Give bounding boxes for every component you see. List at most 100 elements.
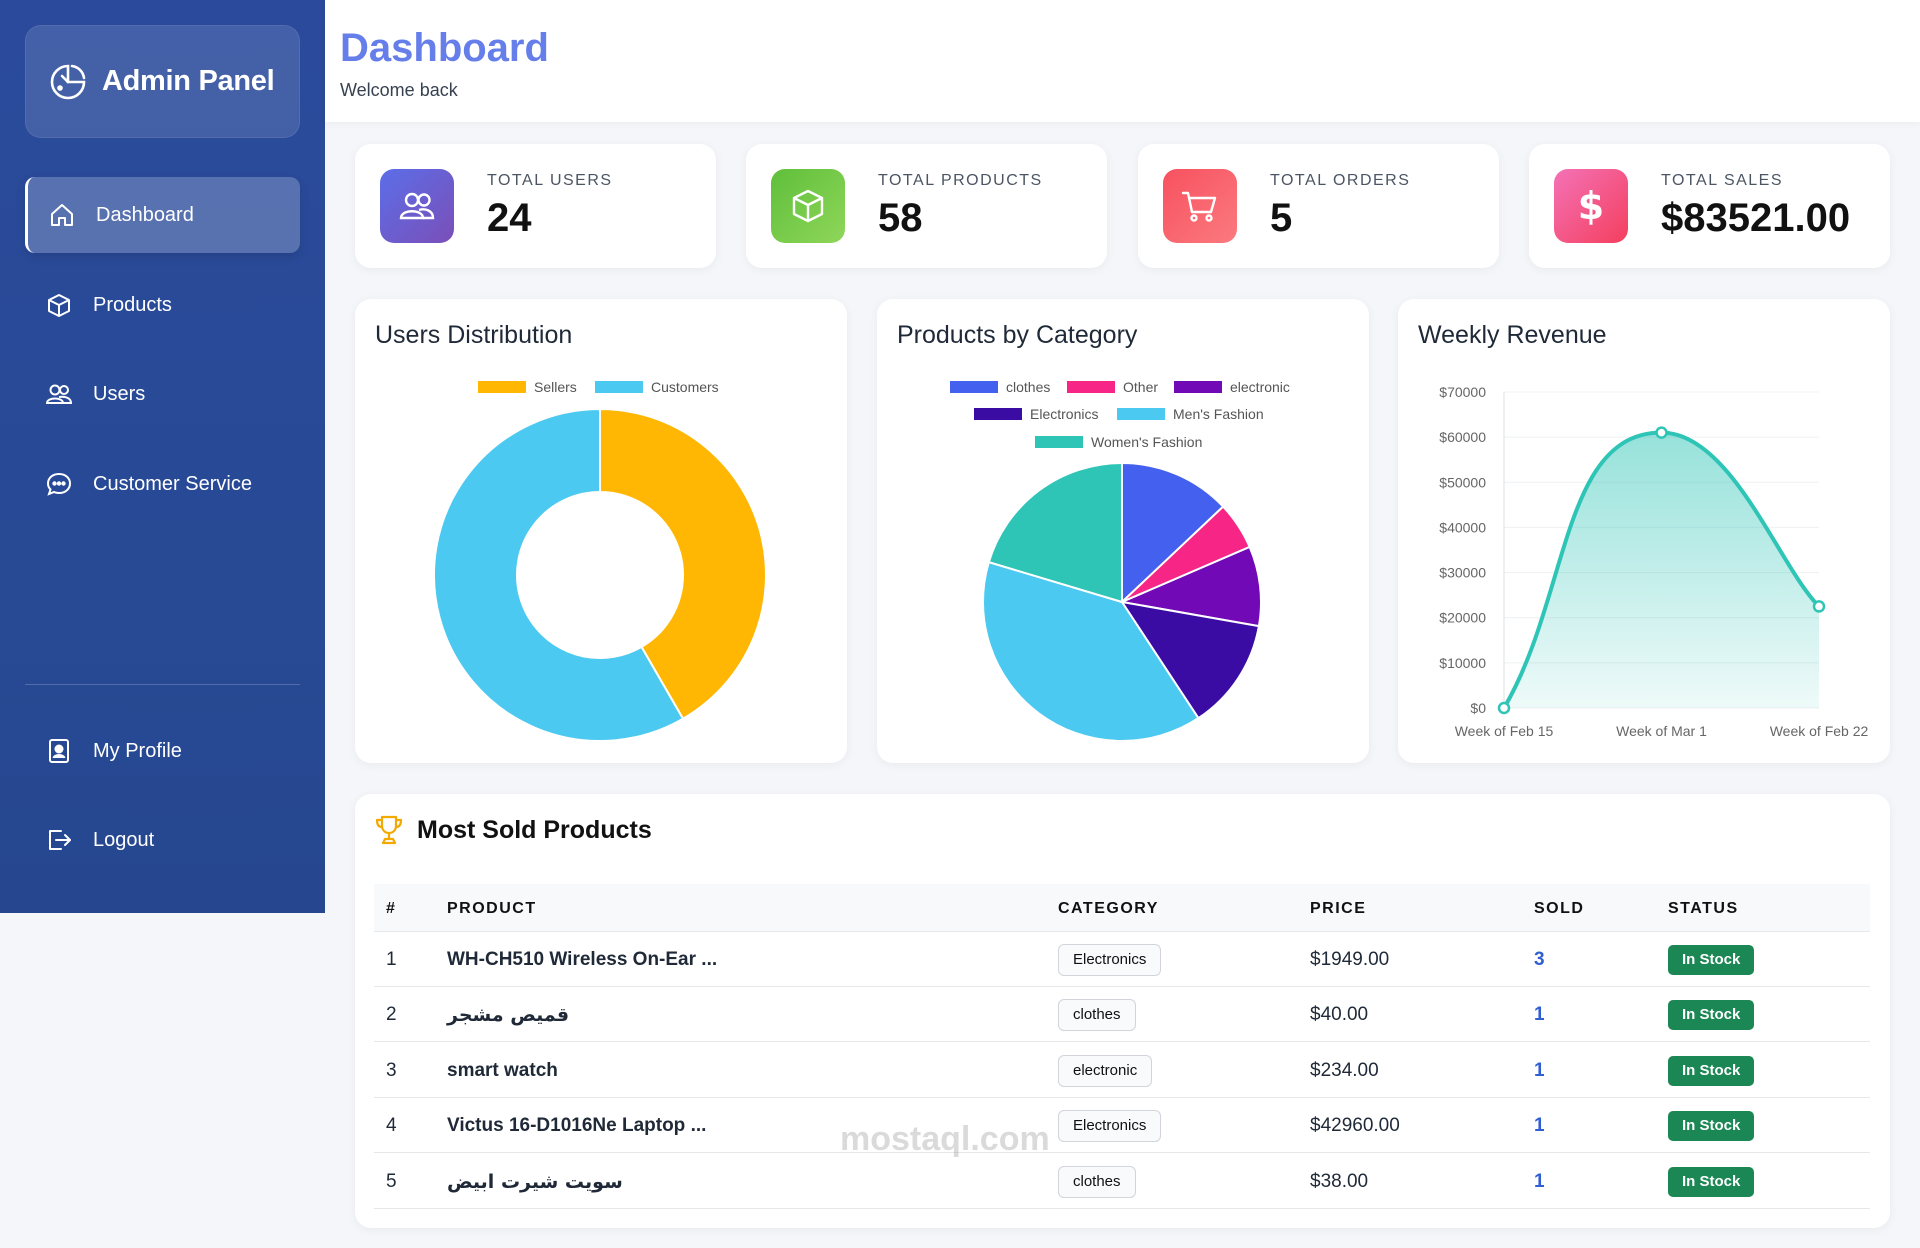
stat-label: TOTAL ORDERS xyxy=(1270,172,1411,189)
stat-label: TOTAL USERS xyxy=(487,172,613,189)
y-tick-label: $20000 xyxy=(1439,610,1486,626)
revenue-point[interactable] xyxy=(1655,426,1668,439)
pie-slice-clothes[interactable] xyxy=(1121,461,1225,605)
chart-title: Weekly Revenue xyxy=(1418,321,1607,349)
pie-slice-sellers[interactable] xyxy=(599,407,767,721)
legend-label: clothes xyxy=(1006,379,1051,395)
sidebar-divider xyxy=(25,684,300,685)
legend-item[interactable]: Customers xyxy=(595,379,719,395)
legend-swatch xyxy=(478,381,526,393)
pie-slice-electronics[interactable] xyxy=(1119,600,1261,720)
product-name: WH-CH510 Wireless On-Ear ... xyxy=(447,949,718,970)
revenue-point[interactable] xyxy=(1497,701,1511,715)
column-header-price[interactable]: PRICE xyxy=(1310,900,1367,917)
legend-label: Women's Fashion xyxy=(1091,434,1203,450)
chart-card-users-distribution: Users Distribution Sellers Customers xyxy=(355,299,847,763)
sidebar-item-customer-service[interactable]: Customer Service xyxy=(25,446,300,522)
revenue-point[interactable] xyxy=(1812,600,1826,613)
legend-swatch xyxy=(1117,408,1165,420)
stat-value: 24 xyxy=(487,196,532,240)
table-title: Most Sold Products xyxy=(417,816,652,844)
pie-slice-electronic[interactable] xyxy=(1118,545,1262,628)
table-row[interactable]: 3 smart watch electronic $234.00 1 In St… xyxy=(374,1043,1870,1098)
table-row[interactable]: 4 Victus 16-D1016Ne Laptop ... Electroni… xyxy=(374,1098,1870,1153)
pie-slice-men-s-fashion[interactable] xyxy=(982,560,1200,742)
category-badge: clothes xyxy=(1058,1166,1136,1198)
price: $42960.00 xyxy=(1310,1115,1400,1136)
price: $234.00 xyxy=(1310,1060,1379,1081)
chart-card-products-by-category: Products by Category clothes Other elect… xyxy=(877,299,1369,763)
price: $1949.00 xyxy=(1310,949,1390,970)
sidebar: Admin Panel Dashboard Products Users Cus… xyxy=(0,0,325,913)
chart-title: Products by Category xyxy=(897,321,1138,349)
column-header-sold[interactable]: SOLD xyxy=(1534,900,1585,917)
category-badge: clothes xyxy=(1058,999,1136,1031)
product-name: smart watch xyxy=(447,1060,558,1081)
category-badge: Electronics xyxy=(1058,1110,1162,1142)
gauge-icon xyxy=(50,64,86,99)
sidebar-item-dashboard[interactable]: Dashboard xyxy=(25,177,300,253)
legend-item[interactable]: Other xyxy=(1067,379,1158,395)
legend-item[interactable]: Men's Fashion xyxy=(1117,406,1264,422)
box-icon xyxy=(48,294,70,317)
column-header-status[interactable]: STATUS xyxy=(1668,900,1739,917)
revenue-line xyxy=(1502,430,1821,710)
sold-count: 1 xyxy=(1534,1115,1545,1136)
page-title: Dashboard xyxy=(340,26,549,70)
legend-label: Other xyxy=(1123,379,1159,395)
row-number: 5 xyxy=(386,1171,397,1192)
sidebar-item-products[interactable]: Products xyxy=(25,267,300,343)
column-header-category[interactable]: CATEGORY xyxy=(1058,900,1159,917)
most-sold-products-card: Most Sold Products # PRODUCT CATEGORY PR… xyxy=(355,794,1890,1228)
legend-item[interactable]: clothes xyxy=(950,379,1050,395)
legend-swatch xyxy=(595,381,643,393)
stat-card-products: TOTAL PRODUCTS 58 xyxy=(746,144,1107,268)
stat-icon-users xyxy=(380,169,454,243)
status-badge: In Stock xyxy=(1668,1167,1755,1197)
sold-count: 3 xyxy=(1534,949,1545,970)
row-number: 4 xyxy=(386,1115,397,1136)
legend-swatch xyxy=(950,381,998,393)
profile-icon xyxy=(49,739,69,763)
table-row[interactable]: 5 سويت شيرت ابيض clothes $38.00 1 In Sto… xyxy=(374,1154,1870,1209)
legend-item[interactable]: electronic xyxy=(1174,379,1290,395)
status-badge: In Stock xyxy=(1668,1000,1755,1030)
trophy-icon xyxy=(375,815,403,845)
pie-slice-customers[interactable] xyxy=(433,407,685,742)
pie-slice-women-s-fashion[interactable] xyxy=(987,461,1123,604)
sidebar-item-label: Logout xyxy=(93,828,155,851)
product-name: سويت شيرت ابيض xyxy=(447,1171,623,1193)
legend-item[interactable]: Women's Fashion xyxy=(1035,434,1202,450)
table-row[interactable]: 1 WH-CH510 Wireless On-Ear ... Electroni… xyxy=(374,932,1870,987)
stat-value: $83521.00 xyxy=(1661,196,1851,240)
chart-title: Users Distribution xyxy=(375,321,573,349)
stat-value: 58 xyxy=(878,196,923,240)
users-donut-chart xyxy=(433,407,767,742)
y-tick-label: $40000 xyxy=(1439,519,1486,535)
page-header: Dashboard Welcome back xyxy=(325,0,1920,122)
y-tick-label: $50000 xyxy=(1439,474,1486,490)
legend-item[interactable]: Sellers xyxy=(478,379,577,395)
y-tick-label: $70000 xyxy=(1439,384,1486,400)
users-icon xyxy=(399,192,435,220)
price: $40.00 xyxy=(1310,1004,1369,1025)
column-header-product[interactable]: PRODUCT xyxy=(447,900,537,917)
watermark: mostaql.com xyxy=(840,1120,1050,1158)
sidebar-item-my-profile[interactable]: My Profile xyxy=(25,713,300,789)
sidebar-item-logout[interactable]: Logout xyxy=(25,802,300,878)
revenue-area-chart: $70000 $60000 $50000 $40000 $30000 $20000 $100… xyxy=(1439,384,1868,739)
legend-item[interactable]: Electronics xyxy=(974,406,1098,422)
cart-icon xyxy=(1181,191,1217,222)
chart-card-weekly-revenue: Weekly Revenue $70000 $60000 $50000 $40000 $… xyxy=(1398,299,1890,763)
status-badge: In Stock xyxy=(1668,1056,1755,1086)
stat-value: 5 xyxy=(1270,196,1293,240)
status-badge: In Stock xyxy=(1668,945,1755,975)
table-header: # PRODUCT CATEGORY PRICE SOLD STATUS xyxy=(374,884,1870,932)
column-header-number[interactable]: # xyxy=(386,900,397,917)
table-row[interactable]: 2 قميص مشجر clothes $40.00 1 In Stock xyxy=(374,987,1870,1042)
legend-label: Men's Fashion xyxy=(1173,406,1264,422)
stat-label: TOTAL SALES xyxy=(1661,172,1784,189)
brand[interactable]: Admin Panel xyxy=(25,25,300,138)
legend-swatch xyxy=(1067,381,1115,393)
sidebar-item-users[interactable]: Users xyxy=(25,356,300,432)
